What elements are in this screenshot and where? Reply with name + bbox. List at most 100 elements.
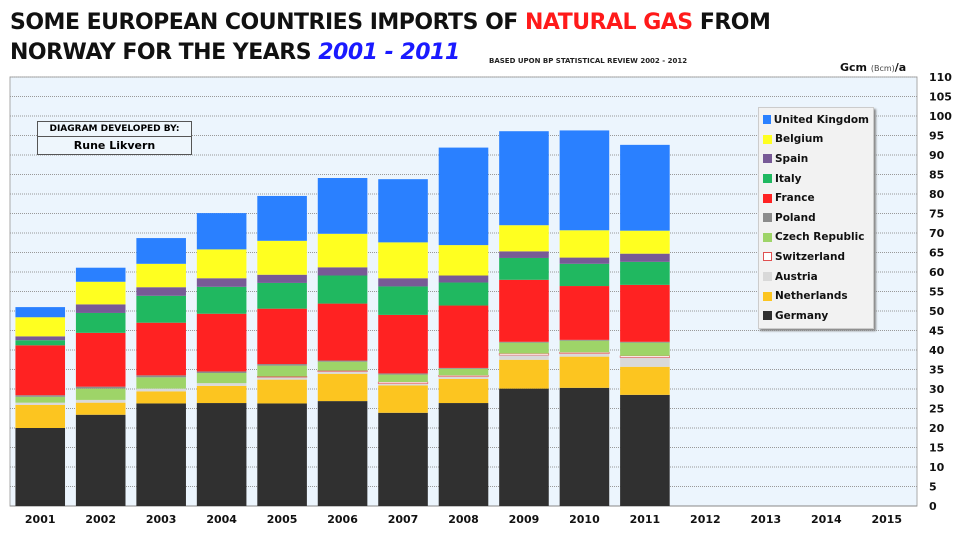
bar-segment-united-kingdom-2009 bbox=[499, 131, 549, 226]
bar-segment-belgium-2006 bbox=[317, 233, 368, 268]
bar-segment-czech-republic-2010 bbox=[559, 340, 610, 353]
y-tick-label: 95 bbox=[929, 130, 944, 143]
bar-segment-switzerland-2009 bbox=[498, 353, 550, 356]
bar-segment-germany-2008 bbox=[438, 403, 489, 506]
bar-segment-czech-republic-2001 bbox=[15, 396, 66, 403]
bar-segment-italy-2002 bbox=[75, 312, 126, 333]
title-text: FROM bbox=[692, 10, 771, 35]
y-tick-label: 105 bbox=[929, 91, 952, 104]
bar-segment-germany-2006 bbox=[317, 401, 368, 506]
bar-segment-france-2002 bbox=[75, 332, 126, 387]
x-tick-label: 2015 bbox=[871, 513, 902, 526]
bar-segment-united-kingdom-2006 bbox=[317, 178, 368, 234]
y-tick-label: 80 bbox=[929, 188, 945, 201]
x-tick-label: 2009 bbox=[509, 513, 540, 526]
bar-segment-poland-2004 bbox=[196, 371, 247, 374]
legend-swatch-icon bbox=[763, 115, 771, 125]
y-tick-label: 85 bbox=[929, 169, 944, 182]
credit-author: Rune Likvern bbox=[73, 139, 156, 152]
bar-segment-united-kingdom-2004 bbox=[196, 213, 247, 250]
bar-segment-netherlands-2009 bbox=[499, 359, 549, 389]
bar-segment-france-2009 bbox=[499, 279, 549, 342]
bar-segment-switzerland-2005 bbox=[257, 376, 308, 378]
bar-segment-poland-2001 bbox=[15, 395, 66, 397]
bar-segment-france-2008 bbox=[438, 305, 489, 368]
bar-segment-switzerland-2007 bbox=[377, 381, 429, 384]
bar-segment-austria-2001 bbox=[15, 402, 66, 405]
legend-label: Belgium bbox=[775, 133, 824, 146]
legend-swatch-icon bbox=[763, 134, 772, 144]
y-tick-label: 35 bbox=[929, 364, 944, 377]
bar-segment-spain-2002 bbox=[75, 304, 126, 313]
bar-segment-italy-2009 bbox=[499, 257, 549, 280]
legend-item: United Kingdom bbox=[763, 110, 869, 130]
bar-segment-austria-2003 bbox=[136, 388, 186, 392]
legend-item: Italy bbox=[763, 169, 869, 189]
bar-segment-spain-2001 bbox=[15, 336, 66, 341]
bar-segment-italy-2008 bbox=[438, 282, 489, 306]
y-tick-label: 110 bbox=[929, 71, 952, 84]
bar-segment-austria-2005 bbox=[257, 376, 307, 380]
y-tick-label: 75 bbox=[929, 208, 944, 221]
bar-segment-italy-2006 bbox=[317, 275, 368, 304]
bar-segment-belgium-2005 bbox=[257, 240, 307, 275]
chart-subtitle: BASED UPON BP STATISTICAL REVIEW 2002 - … bbox=[489, 57, 688, 65]
bar-segment-belgium-2011 bbox=[620, 230, 670, 254]
legend-swatch-icon bbox=[763, 272, 772, 282]
bar-segment-spain-2004 bbox=[196, 278, 247, 287]
bar-segment-france-2005 bbox=[257, 308, 307, 365]
x-tick-label: 2014 bbox=[811, 513, 842, 526]
y-tick-label: 70 bbox=[929, 227, 945, 240]
legend-swatch-icon bbox=[763, 291, 772, 301]
y-tick-label: 20 bbox=[929, 422, 945, 435]
bar-segment-belgium-2001 bbox=[15, 317, 66, 337]
bar-segment-czech-republic-2011 bbox=[620, 342, 670, 356]
bar-segment-spain-2006 bbox=[317, 267, 368, 276]
x-tick-label: 2013 bbox=[751, 513, 782, 526]
title-highlight-years: 2001 - 2011 bbox=[318, 40, 460, 65]
x-tick-label: 2005 bbox=[267, 513, 298, 526]
bar-segment-netherlands-2001 bbox=[15, 404, 66, 428]
bar-segment-belgium-2002 bbox=[75, 281, 126, 305]
x-tick-label: 2006 bbox=[327, 513, 358, 526]
y-tick-label: 100 bbox=[929, 110, 952, 123]
bar-segment-germany-2001 bbox=[15, 428, 66, 506]
title-text: NORWAY FOR THE YEARS bbox=[10, 40, 319, 65]
bar-segment-czech-republic-2006 bbox=[317, 361, 368, 371]
bar-segment-united-kingdom-2011 bbox=[620, 144, 670, 231]
legend-label: Spain bbox=[775, 152, 809, 165]
legend-swatch-icon bbox=[763, 154, 772, 164]
bar-segment-germany-2009 bbox=[499, 388, 549, 506]
x-tick-label: 2004 bbox=[206, 513, 237, 526]
legend-item: Switzerland bbox=[763, 247, 869, 267]
bar-segment-switzerland-2010 bbox=[559, 352, 610, 354]
bar-segment-switzerland-2008 bbox=[438, 375, 489, 377]
y-tick-label: 5 bbox=[929, 481, 937, 494]
bar-segment-poland-2006 bbox=[317, 360, 368, 362]
bar-segment-italy-2010 bbox=[559, 263, 610, 287]
bar-segment-france-2011 bbox=[620, 284, 670, 342]
bar-segment-czech-republic-2005 bbox=[257, 365, 307, 377]
bar-segment-poland-2007 bbox=[378, 373, 428, 375]
bar-segment-belgium-2004 bbox=[196, 249, 247, 279]
bar-segment-united-kingdom-2005 bbox=[257, 195, 307, 241]
bar-segment-austria-2008 bbox=[438, 376, 489, 379]
chart-legend: United Kingdom Belgium Spain Italy France Pol… bbox=[758, 107, 874, 329]
x-tick-label: 2001 bbox=[25, 513, 56, 526]
legend-item: Netherlands bbox=[763, 286, 869, 306]
bar-segment-poland-2002 bbox=[75, 386, 126, 389]
legend-label: Netherlands bbox=[775, 290, 848, 303]
bar-segment-poland-2003 bbox=[136, 375, 186, 378]
y-tick-label: 65 bbox=[929, 247, 944, 260]
bar-segment-netherlands-2005 bbox=[257, 379, 307, 404]
bar-segment-netherlands-2004 bbox=[196, 385, 247, 404]
bar-segment-united-kingdom-2003 bbox=[136, 238, 186, 264]
bar-segment-netherlands-2007 bbox=[378, 385, 428, 413]
bar-segment-austria-2011 bbox=[620, 357, 670, 367]
legend-label: Austria bbox=[775, 270, 818, 283]
bar-segment-spain-2010 bbox=[559, 257, 610, 264]
bar-segment-spain-2003 bbox=[136, 287, 186, 296]
x-tick-label: 2011 bbox=[630, 513, 661, 526]
bar-segment-spain-2009 bbox=[499, 251, 549, 258]
bar-segment-belgium-2007 bbox=[378, 242, 428, 279]
